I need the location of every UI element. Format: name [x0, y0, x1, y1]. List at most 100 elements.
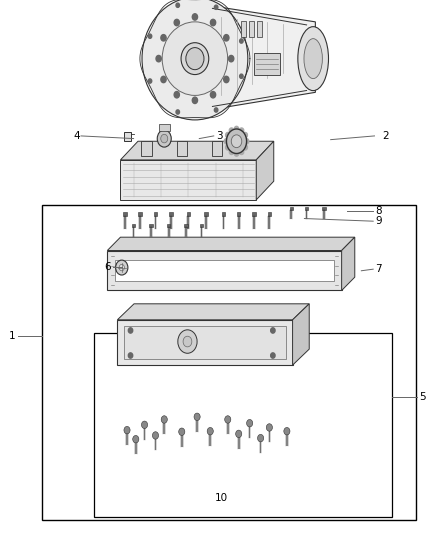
Bar: [124, 326, 286, 359]
Circle shape: [192, 97, 198, 103]
Circle shape: [224, 35, 229, 41]
Bar: [168, 228, 170, 237]
Text: 5: 5: [419, 392, 426, 402]
Circle shape: [284, 427, 290, 435]
Text: 10: 10: [215, 494, 228, 503]
Bar: [257, 21, 262, 37]
Circle shape: [234, 151, 239, 156]
Bar: [184, 224, 188, 228]
Circle shape: [148, 79, 152, 83]
Polygon shape: [256, 141, 274, 200]
Bar: [306, 210, 307, 219]
Circle shape: [214, 5, 218, 10]
Bar: [249, 21, 254, 37]
Bar: [260, 438, 261, 453]
Bar: [133, 228, 134, 237]
Circle shape: [234, 126, 239, 132]
Circle shape: [174, 92, 180, 98]
Bar: [177, 141, 187, 156]
Bar: [253, 216, 255, 229]
Bar: [290, 210, 292, 219]
Bar: [187, 216, 189, 229]
Circle shape: [156, 55, 161, 62]
Circle shape: [141, 421, 148, 429]
Bar: [115, 260, 334, 281]
Bar: [141, 141, 152, 156]
Bar: [223, 216, 224, 229]
Bar: [185, 228, 187, 237]
Circle shape: [240, 74, 243, 78]
Polygon shape: [204, 5, 315, 111]
Bar: [94, 333, 392, 517]
Bar: [200, 224, 203, 228]
Bar: [124, 132, 131, 141]
Bar: [154, 212, 157, 216]
Circle shape: [161, 35, 166, 41]
Bar: [212, 141, 222, 156]
Bar: [132, 224, 135, 228]
Ellipse shape: [231, 135, 242, 148]
Bar: [123, 212, 127, 216]
Text: 6: 6: [104, 262, 111, 271]
Text: 8: 8: [375, 206, 382, 215]
Bar: [322, 207, 326, 210]
Circle shape: [174, 19, 180, 26]
Bar: [139, 216, 141, 229]
Bar: [107, 251, 342, 290]
Bar: [305, 207, 308, 210]
Bar: [187, 212, 190, 216]
Circle shape: [229, 55, 234, 62]
Circle shape: [243, 144, 247, 150]
Bar: [249, 423, 251, 438]
Bar: [169, 212, 173, 216]
Bar: [159, 124, 170, 131]
Bar: [204, 212, 208, 216]
Bar: [138, 212, 142, 216]
Bar: [124, 216, 126, 229]
Bar: [241, 21, 246, 37]
Circle shape: [239, 128, 244, 133]
Ellipse shape: [142, 0, 248, 120]
Bar: [268, 212, 271, 216]
Bar: [209, 431, 211, 446]
Circle shape: [210, 19, 215, 26]
Circle shape: [133, 435, 139, 443]
Bar: [323, 210, 325, 219]
Bar: [150, 228, 152, 237]
Bar: [149, 224, 153, 228]
Polygon shape: [342, 237, 355, 290]
Text: 1: 1: [9, 331, 16, 341]
Circle shape: [243, 133, 247, 138]
Circle shape: [186, 47, 204, 70]
Circle shape: [157, 130, 171, 147]
Circle shape: [271, 353, 275, 358]
Circle shape: [240, 39, 243, 43]
Bar: [135, 439, 137, 454]
Circle shape: [271, 328, 275, 333]
Circle shape: [239, 149, 244, 155]
Circle shape: [176, 3, 180, 7]
Polygon shape: [120, 141, 274, 160]
Circle shape: [224, 76, 229, 83]
Bar: [238, 216, 240, 229]
Circle shape: [194, 413, 200, 421]
Bar: [238, 434, 240, 449]
Ellipse shape: [181, 43, 209, 75]
Bar: [144, 425, 145, 440]
Bar: [237, 212, 240, 216]
Circle shape: [161, 76, 166, 83]
Circle shape: [214, 108, 218, 112]
Ellipse shape: [298, 27, 328, 91]
Bar: [290, 207, 293, 210]
Circle shape: [152, 432, 159, 439]
Circle shape: [128, 328, 133, 333]
Bar: [170, 216, 172, 229]
Circle shape: [207, 427, 213, 435]
Text: 2: 2: [382, 131, 389, 141]
Circle shape: [266, 424, 272, 431]
Bar: [163, 419, 165, 434]
Bar: [42, 205, 416, 520]
Circle shape: [247, 419, 253, 427]
Text: 9: 9: [375, 216, 382, 226]
Circle shape: [183, 336, 192, 347]
